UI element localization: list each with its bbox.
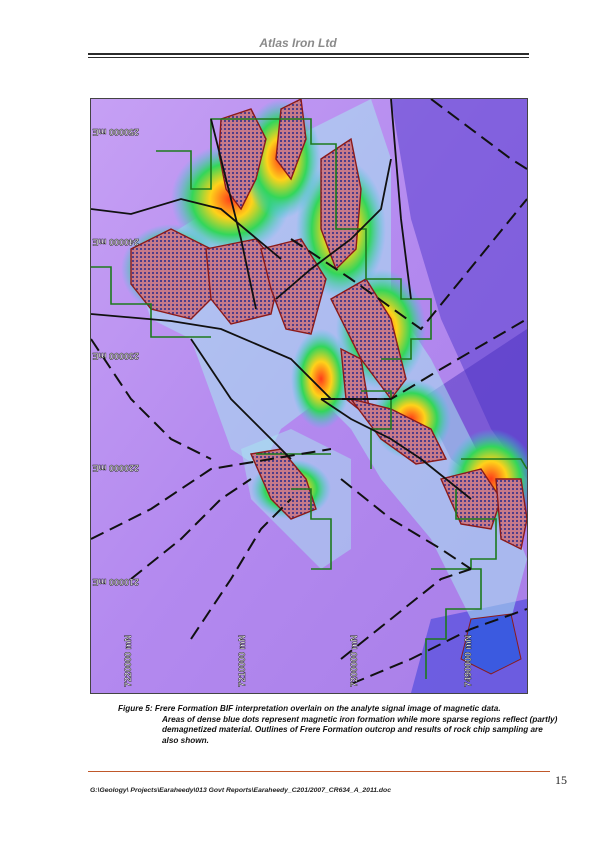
magnetic-map-figure: 250000 mE 240000 mE 230000 mE 220000 mE … — [90, 98, 528, 694]
dashed-fault — [290, 198, 527, 331]
dashed-fault — [91, 338, 212, 460]
fault-line — [320, 398, 472, 500]
bif-blue-area — [460, 613, 522, 675]
anomaly-9 — [291, 329, 351, 429]
tenement-outline — [361, 390, 392, 469]
fault-line — [390, 99, 412, 300]
fault-line — [190, 338, 292, 460]
dashed-fault — [190, 498, 292, 640]
dashed-fault — [340, 568, 472, 660]
fault-line — [91, 313, 391, 400]
easting-label: 240000 mE — [92, 237, 139, 247]
fault-line — [210, 118, 257, 310]
dashed-fault — [321, 318, 527, 400]
header-title: Atlas Iron Ltd — [259, 36, 337, 50]
bif-bodies — [130, 99, 527, 551]
fault-line — [275, 158, 392, 300]
northing-label: 7200000 mN — [349, 635, 359, 687]
easting-label: 250000 mE — [92, 127, 139, 137]
northing-label: 7220000 mN — [123, 635, 133, 687]
figure-caption: Figure 5: Frere Formation BIF interpreta… — [118, 704, 558, 746]
page-number: 15 — [555, 773, 567, 787]
tenement-outline — [455, 458, 527, 569]
fault-line — [91, 198, 282, 260]
header-rule-thin — [88, 57, 529, 58]
dashed-fault — [130, 478, 252, 580]
header-rule-thick — [88, 53, 529, 55]
dashed-fault — [430, 99, 527, 170]
tenement-outline — [256, 453, 332, 570]
bif-body — [130, 228, 222, 320]
bif-body — [495, 478, 527, 551]
easting-label: 220000 mE — [92, 463, 139, 473]
dashed-fault — [350, 608, 527, 685]
tenement-outline — [425, 568, 482, 679]
fault-lines — [91, 99, 472, 500]
dashed-faults — [91, 99, 527, 685]
northing-label: 7490000 mN — [463, 635, 473, 687]
bif-body — [218, 108, 267, 211]
northing-label: 7210000 mN — [237, 635, 247, 687]
dashed-fault — [91, 448, 332, 540]
bif-body — [320, 137, 362, 271]
tenement-outlines — [91, 118, 527, 679]
easting-label: 230000 mE — [92, 351, 139, 361]
caption-first-line: Figure 5: Frere Formation BIF interpreta… — [118, 704, 501, 713]
caption-body: Areas of dense blue dots represent magne… — [162, 714, 558, 745]
dashed-fault — [340, 478, 472, 570]
footer-rule — [88, 771, 550, 772]
footer-file-path: G:\Geology\ Projects\Earaheedy\013 Govt … — [90, 787, 391, 794]
tenement-outline — [156, 118, 432, 360]
map-image: 250000 mE 240000 mE 230000 mE 220000 mE … — [91, 99, 527, 693]
easting-label: 210000 mE — [92, 577, 139, 587]
tenement-outline — [91, 266, 211, 338]
bif-body — [260, 238, 327, 335]
